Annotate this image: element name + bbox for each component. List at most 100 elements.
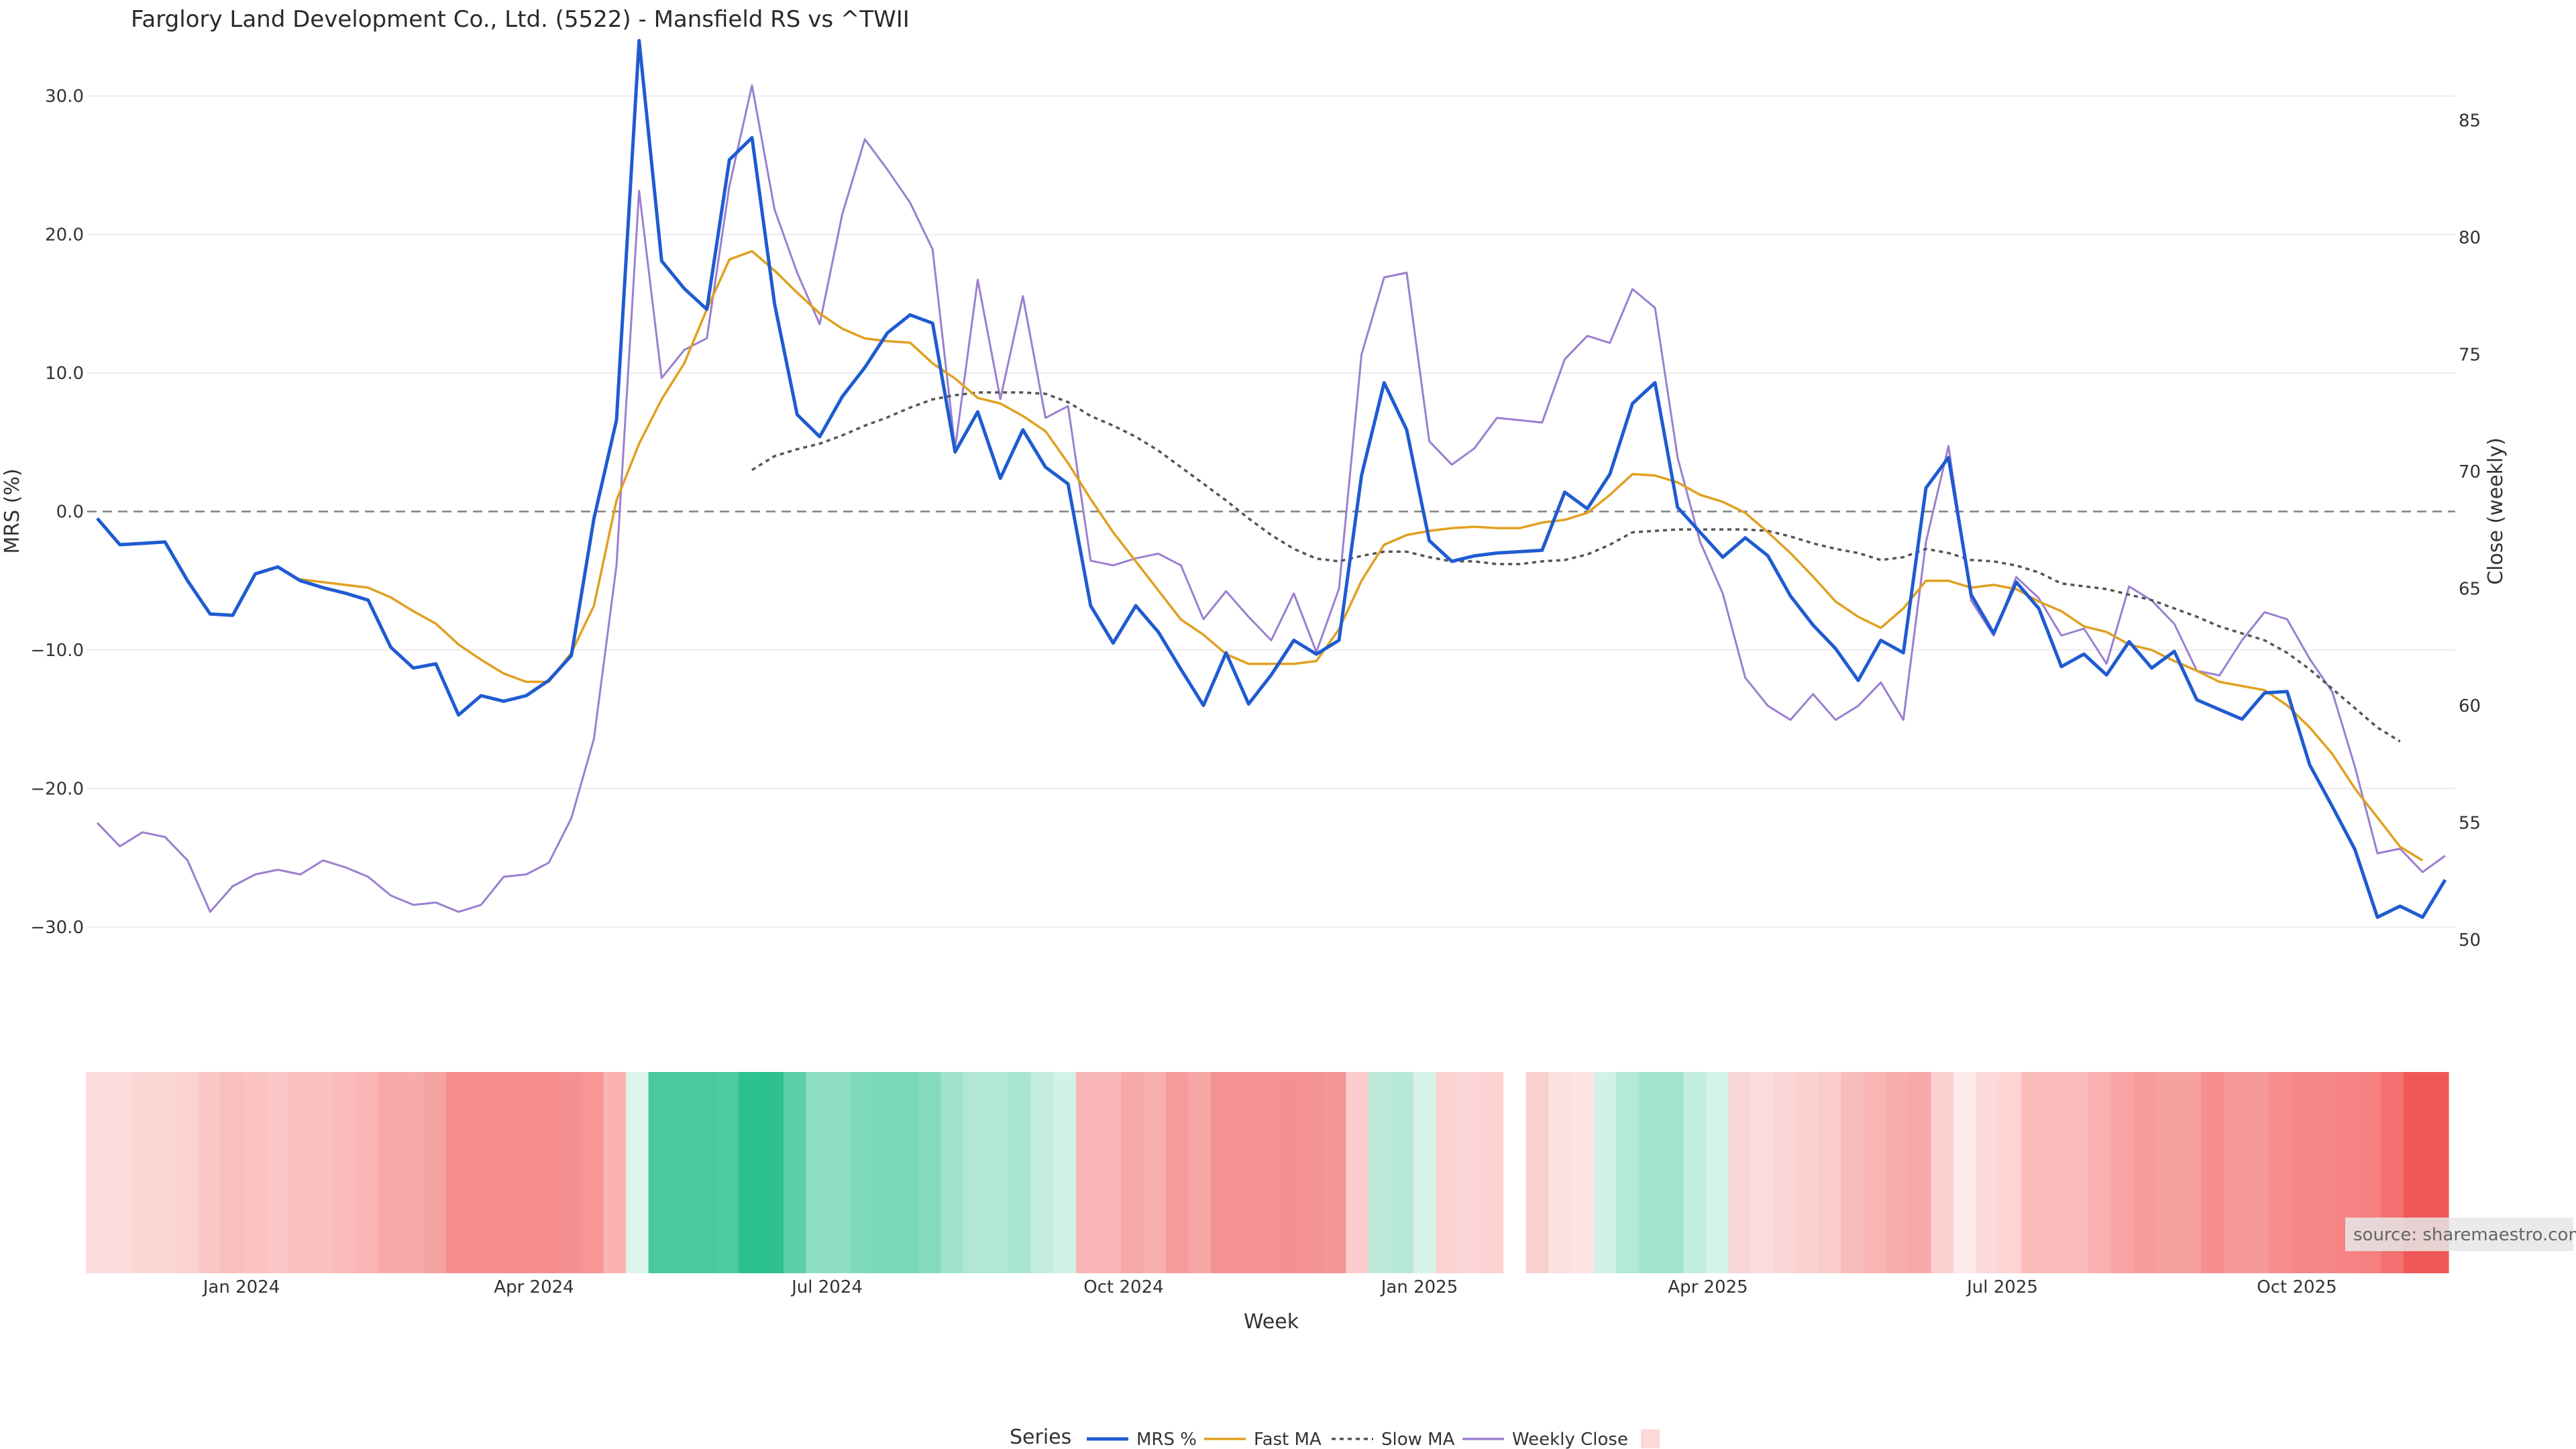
heat-cell xyxy=(1706,1072,1729,1273)
heat-cell xyxy=(1458,1072,1482,1273)
heat-cell xyxy=(1548,1072,1572,1273)
heat-cell xyxy=(1751,1072,1774,1273)
heat-cell xyxy=(2155,1072,2180,1273)
heat-cell xyxy=(1683,1072,1707,1273)
heat-cell xyxy=(1256,1072,1279,1273)
heat-cell xyxy=(1075,1072,1099,1273)
left-tick-label: 10.0 xyxy=(45,364,84,384)
heat-cell xyxy=(108,1072,131,1273)
right-tick-label: 65 xyxy=(2459,580,2481,600)
heat-cell xyxy=(783,1072,806,1273)
heat-cell xyxy=(1030,1072,1054,1273)
left-axis-ticks: 30.0 20.0 10.0 0.0 −10.0 −20.0 −30.0 xyxy=(30,87,84,938)
heat-cell xyxy=(1818,1072,1841,1273)
right-tick-label: 70 xyxy=(2459,462,2481,482)
heat-cell xyxy=(1931,1072,1954,1273)
heat-cell xyxy=(153,1072,176,1273)
heat-cell xyxy=(1120,1072,1144,1273)
heat-cell xyxy=(333,1072,357,1273)
x-tick-label: Oct 2024 xyxy=(1083,1277,1163,1297)
heat-cell xyxy=(1233,1072,1256,1273)
right-tick-label: 60 xyxy=(2459,696,2481,716)
heat-cell xyxy=(1976,1072,1999,1273)
legend-item-label: Slow MA xyxy=(1381,1430,1455,1449)
x-tick-label: Apr 2024 xyxy=(494,1277,574,1297)
heat-cell xyxy=(2268,1072,2292,1273)
legend-item-label: MRS % xyxy=(1136,1430,1197,1449)
heat-cell xyxy=(2088,1072,2112,1273)
heat-cell xyxy=(1166,1072,1189,1273)
heat-cell xyxy=(580,1072,604,1273)
heat-cell xyxy=(985,1072,1009,1273)
right-tick-label: 85 xyxy=(2459,111,2481,131)
series-line-weekly-close xyxy=(96,84,2446,913)
heat-cell xyxy=(626,1072,649,1273)
heat-cell xyxy=(2178,1072,2202,1273)
heat-cell xyxy=(176,1072,199,1273)
left-tick-label: −30.0 xyxy=(30,918,84,938)
heat-cell xyxy=(2313,1072,2337,1273)
legend-item-label: Fast MA xyxy=(1254,1430,1322,1449)
grid-lines xyxy=(87,95,2455,928)
heat-cell xyxy=(445,1072,469,1273)
heat-cell xyxy=(1773,1072,1796,1273)
x-tick-label: Jan 2024 xyxy=(202,1277,280,1297)
heat-cell xyxy=(311,1072,334,1273)
heat-cell xyxy=(1615,1072,1640,1273)
left-tick-label: 30.0 xyxy=(45,87,84,107)
heat-cell xyxy=(1728,1072,1752,1273)
heat-cell xyxy=(2291,1072,2314,1273)
legend: Series MRS % Fast MA Slow MA Weekly Close xyxy=(1010,1426,1660,1449)
heat-cell xyxy=(2133,1072,2157,1273)
series-line-fast-ma xyxy=(300,250,2424,862)
x-tick-label: Apr 2025 xyxy=(1668,1277,1748,1297)
heat-cell xyxy=(1301,1072,1324,1273)
right-tick-label: 80 xyxy=(2459,228,2481,248)
heat-cell xyxy=(198,1072,221,1273)
x-tick-label: Jul 2025 xyxy=(1966,1277,2038,1297)
heat-cell xyxy=(941,1072,964,1273)
source-label: source: sharemaestro.com xyxy=(2345,1218,2576,1251)
chart-title: Farglory Land Development Co., Ltd. (552… xyxy=(131,6,910,33)
heat-cell xyxy=(221,1072,244,1273)
right-axis-title: Close (weekly) xyxy=(2484,437,2508,585)
right-tick-label: 75 xyxy=(2459,345,2481,366)
heat-cell xyxy=(716,1072,739,1273)
heat-cell xyxy=(2110,1072,2134,1273)
heat-cell xyxy=(243,1072,266,1273)
series-line-slow-ma xyxy=(751,391,2401,743)
heat-cell xyxy=(1346,1072,1369,1273)
heat-cell xyxy=(86,1072,109,1273)
right-tick-label: 55 xyxy=(2459,814,2481,834)
series-lines xyxy=(96,39,2447,919)
heat-cell xyxy=(2201,1072,2224,1273)
source-text: source: sharemaestro.com xyxy=(2353,1225,2576,1245)
heat-cell xyxy=(963,1072,987,1273)
heat-cell xyxy=(1863,1072,1887,1273)
x-tick-label: Jul 2024 xyxy=(790,1277,863,1297)
heat-cell xyxy=(1143,1072,1167,1273)
heat-cell xyxy=(1503,1072,1527,1273)
heat-cell xyxy=(378,1072,402,1273)
heat-cell xyxy=(1053,1072,1077,1273)
heat-cell xyxy=(131,1072,154,1273)
heat-cell xyxy=(535,1072,559,1273)
heat-cell xyxy=(1278,1072,1301,1273)
heat-cell xyxy=(1953,1072,1977,1273)
heat-cell xyxy=(1211,1072,1234,1273)
heat-cell xyxy=(1098,1072,1122,1273)
heat-cell xyxy=(1188,1072,1212,1273)
heat-cell xyxy=(2223,1072,2247,1273)
heat-cell xyxy=(896,1072,919,1273)
heat-cell xyxy=(873,1072,897,1273)
series-line-mrs- xyxy=(96,39,2447,919)
heat-cell xyxy=(603,1072,627,1273)
heat-cell xyxy=(1391,1072,1414,1273)
legend-title: Series xyxy=(1010,1426,1071,1449)
heat-cell xyxy=(490,1072,514,1273)
heat-cell xyxy=(266,1072,289,1273)
heat-cell xyxy=(1368,1072,1392,1273)
heat-cell xyxy=(1661,1072,1684,1273)
heat-cell xyxy=(1436,1072,1459,1273)
